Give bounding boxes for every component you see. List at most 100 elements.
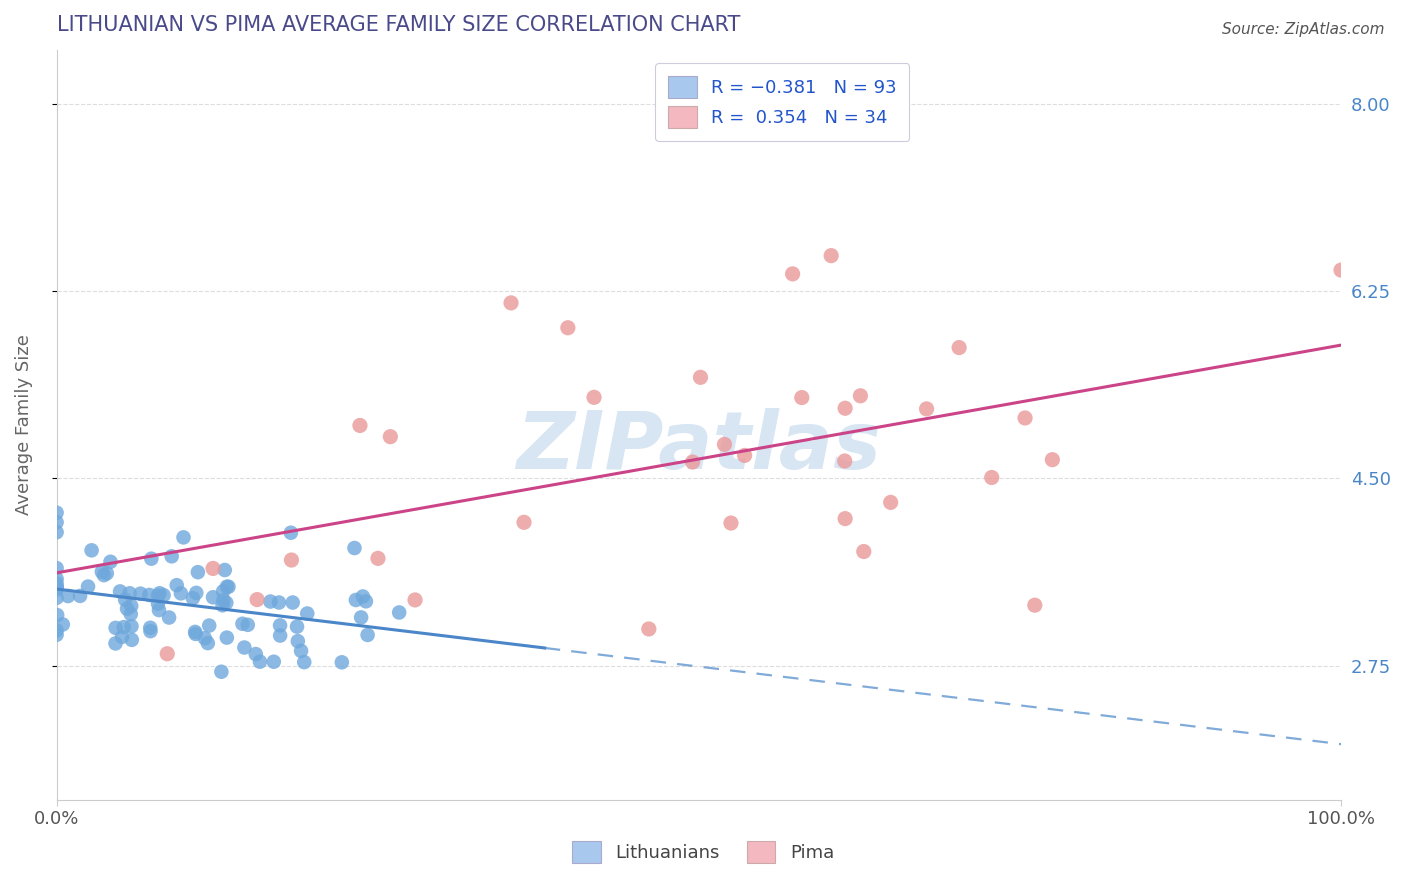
Text: ZIPatlas: ZIPatlas [516, 409, 882, 486]
Point [713, 437, 735, 451]
Point [215, 580, 238, 594]
Point [212, 593, 235, 607]
Point [173, 530, 195, 544]
Point [90, 565, 112, 579]
Point [915, 401, 938, 416]
Point [118, 586, 141, 600]
Point [849, 389, 872, 403]
Point [285, 619, 308, 633]
Point [349, 418, 371, 433]
Point [948, 341, 970, 355]
Point [292, 655, 315, 669]
Point [202, 561, 225, 575]
Point [56, 589, 79, 603]
Point [215, 596, 238, 610]
Point [259, 594, 281, 608]
Point [209, 665, 232, 679]
Point [45, 572, 67, 586]
Point [121, 632, 143, 647]
Point [734, 449, 756, 463]
Point [1330, 263, 1353, 277]
Point [100, 555, 122, 569]
Point [1014, 411, 1036, 425]
Point [720, 516, 742, 530]
Point [269, 629, 291, 643]
Point [214, 563, 236, 577]
Point [290, 644, 312, 658]
Point [269, 618, 291, 632]
Legend: R = −0.381   N = 93, R =  0.354   N = 34: R = −0.381 N = 93, R = 0.354 N = 34 [655, 63, 910, 141]
Y-axis label: Average Family Size: Average Family Size [15, 334, 32, 516]
Point [343, 541, 366, 555]
Point [186, 586, 208, 600]
Point [354, 594, 377, 608]
Point [202, 591, 225, 605]
Point [166, 578, 188, 592]
Point [513, 516, 536, 530]
Point [583, 390, 606, 404]
Point [170, 586, 193, 600]
Point [46, 608, 69, 623]
Point [121, 619, 143, 633]
Point [93, 568, 115, 582]
Point [152, 588, 174, 602]
Point [388, 606, 411, 620]
Point [139, 621, 162, 635]
Point [111, 630, 134, 644]
Point [146, 597, 169, 611]
Point [263, 655, 285, 669]
Point [149, 586, 172, 600]
Point [69, 589, 91, 603]
Point [52, 617, 75, 632]
Point [682, 455, 704, 469]
Point [141, 551, 163, 566]
Point [404, 593, 426, 607]
Point [834, 511, 856, 525]
Point [157, 610, 180, 624]
Point [45, 582, 67, 597]
Point [245, 647, 267, 661]
Point [45, 515, 67, 529]
Point [380, 430, 402, 444]
Point [280, 525, 302, 540]
Point [96, 566, 118, 581]
Point [499, 296, 522, 310]
Point [352, 590, 374, 604]
Text: LITHUANIAN VS PIMA AVERAGE FAMILY SIZE CORRELATION CHART: LITHUANIAN VS PIMA AVERAGE FAMILY SIZE C… [56, 15, 740, 35]
Point [297, 607, 319, 621]
Point [212, 584, 235, 599]
Point [104, 636, 127, 650]
Point [233, 640, 256, 655]
Point [1024, 598, 1046, 612]
Point [104, 621, 127, 635]
Point [879, 495, 901, 509]
Point [45, 561, 67, 575]
Point [45, 525, 67, 540]
Point [197, 636, 219, 650]
Point [45, 624, 67, 638]
Point [129, 587, 152, 601]
Point [280, 553, 302, 567]
Point [194, 632, 217, 646]
Point [834, 454, 856, 468]
Point [45, 580, 67, 594]
Point [160, 549, 183, 564]
Point [45, 506, 67, 520]
Point [689, 370, 711, 384]
Point [782, 267, 804, 281]
Point [1040, 452, 1063, 467]
Point [356, 628, 378, 642]
Text: Source: ZipAtlas.com: Source: ZipAtlas.com [1222, 22, 1385, 37]
Point [80, 543, 103, 558]
Point [834, 401, 856, 416]
Point [350, 610, 373, 624]
Point [120, 607, 142, 621]
Point [138, 588, 160, 602]
Point [211, 599, 233, 613]
Point [108, 584, 131, 599]
Point [45, 581, 67, 595]
Point [557, 320, 579, 334]
Point [115, 601, 138, 615]
Point [249, 655, 271, 669]
Point [267, 595, 290, 609]
